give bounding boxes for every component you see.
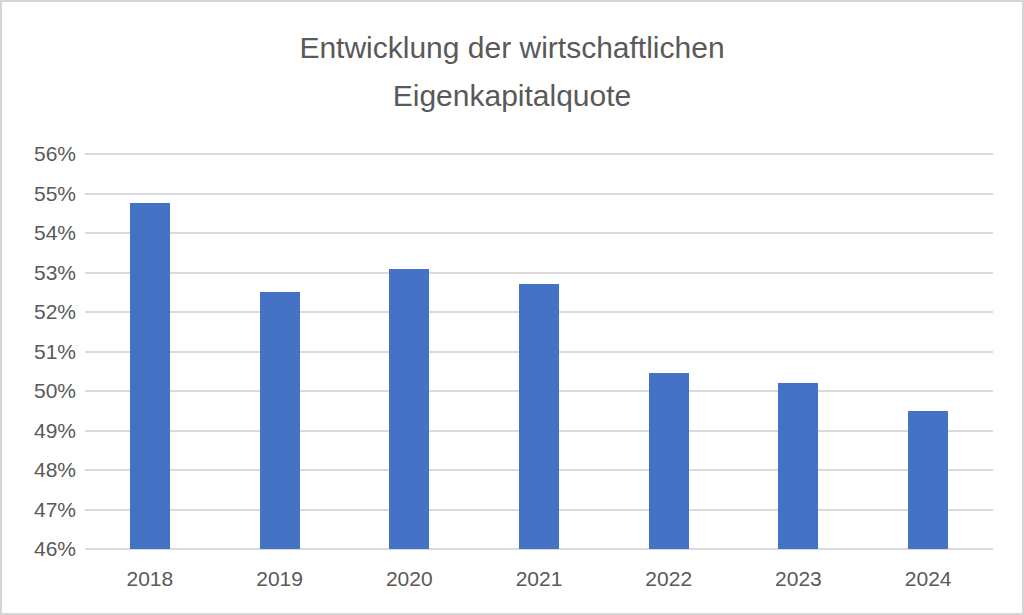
y-axis-tick-56: 56% (14, 142, 76, 166)
y-axis-tick-53: 53% (14, 261, 76, 285)
gridline-54 (85, 232, 993, 234)
x-axis-tick-2018: 2018 (100, 567, 200, 591)
y-axis-tick-48: 48% (14, 458, 76, 482)
gridline-53 (85, 272, 993, 274)
x-axis-tick-2021: 2021 (489, 567, 589, 591)
x-axis-tick-2024: 2024 (878, 567, 978, 591)
bar-2020 (389, 269, 429, 549)
bar-2019 (260, 292, 300, 549)
chart-frame: Entwicklung der wirtschaftlichen Eigenka… (0, 0, 1024, 615)
y-axis-tick-49: 49% (14, 419, 76, 443)
x-axis-tick-2019: 2019 (230, 567, 330, 591)
bar-2018 (130, 203, 170, 549)
x-axis-tick-2020: 2020 (359, 567, 459, 591)
y-axis-tick-46: 46% (14, 537, 76, 561)
gridline-56 (85, 153, 993, 155)
y-axis-tick-47: 47% (14, 498, 76, 522)
bar-2021 (519, 284, 559, 549)
bar-2024 (908, 411, 948, 549)
y-axis-tick-55: 55% (14, 182, 76, 206)
x-axis-tick-2023: 2023 (748, 567, 848, 591)
chart-title: Entwicklung der wirtschaftlichen Eigenka… (212, 24, 812, 120)
y-axis-tick-52: 52% (14, 300, 76, 324)
gridline-55 (85, 193, 993, 195)
y-axis-tick-51: 51% (14, 340, 76, 364)
x-axis-tick-2022: 2022 (619, 567, 719, 591)
y-axis-tick-54: 54% (14, 221, 76, 245)
bar-2022 (649, 373, 689, 549)
y-axis-tick-50: 50% (14, 379, 76, 403)
bar-2023 (778, 383, 818, 549)
